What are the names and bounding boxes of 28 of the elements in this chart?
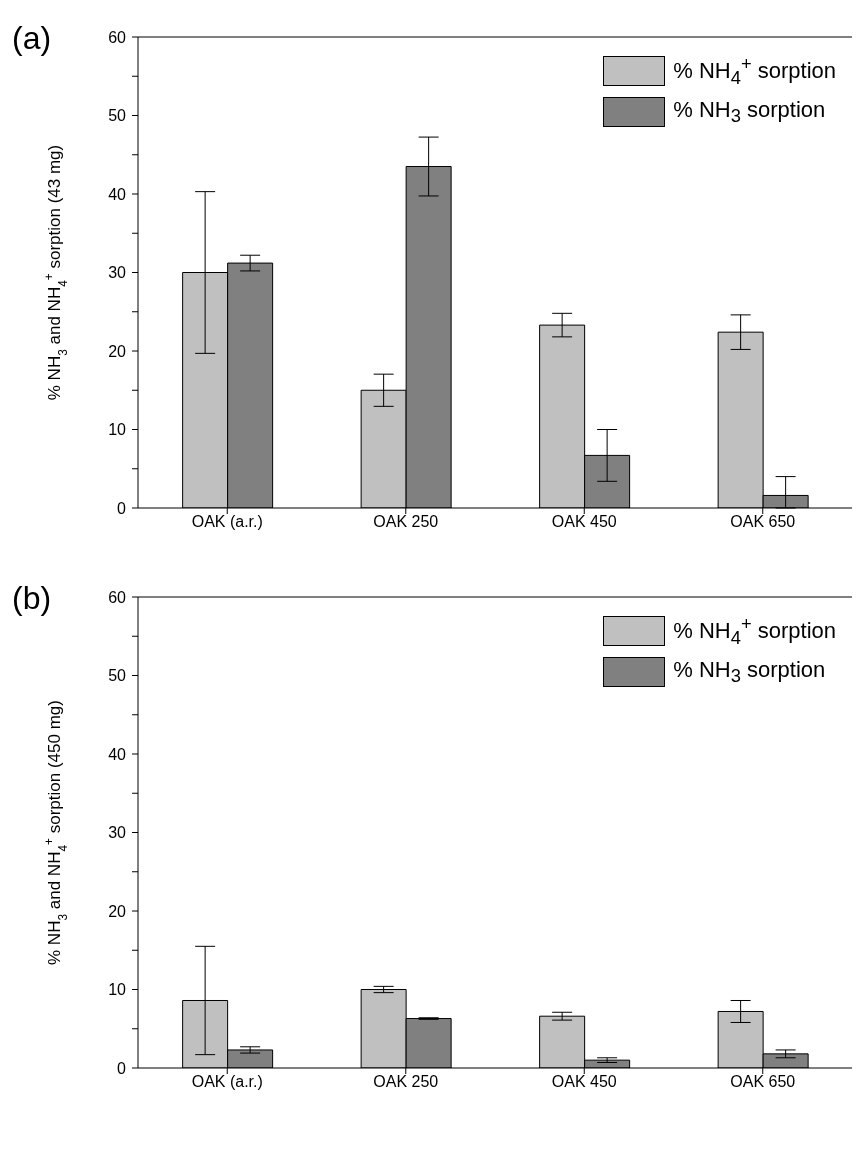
x-tick-label: OAK 250 [373, 513, 439, 531]
y-tick-label: 0 [117, 1059, 127, 1077]
y-tick-label: 40 [108, 745, 127, 763]
y-tick-label: 20 [108, 342, 127, 360]
y-tick-label: 10 [108, 421, 127, 439]
x-tick-label: OAK 450 [551, 513, 617, 531]
x-tick-label: OAK (a.r.) [191, 1073, 263, 1091]
legend-label: % NH$_{3}$ sorption [673, 656, 826, 688]
chart-title: (a) [12, 20, 52, 57]
y-tick-label: 30 [108, 264, 127, 282]
y-tick-label: 10 [108, 981, 127, 999]
x-tick-label: OAK 450 [551, 1073, 617, 1091]
y-tick-label: 60 [108, 588, 127, 606]
legend-label: % NH$_{4}$$^{+}$ sorption [673, 53, 836, 89]
legend-label: % NH$_{3}$ sorption [673, 96, 826, 128]
y-tick-label: 20 [108, 902, 127, 920]
y-tick-label: 50 [108, 107, 127, 125]
x-tick-label: OAK 650 [730, 513, 796, 531]
y-tick-label: 60 [108, 28, 127, 46]
legend-label: % NH$_{4}$$^{+}$ sorption [673, 613, 836, 649]
x-tick-label: OAK (a.r.) [191, 513, 263, 531]
y-tick-label: 30 [108, 824, 127, 842]
y-tick-label: 0 [117, 499, 127, 517]
y-tick-label: 40 [108, 185, 127, 203]
chart-title: (b) [12, 580, 52, 617]
x-tick-label: OAK 650 [730, 1073, 796, 1091]
y-tick-label: 50 [108, 667, 127, 685]
x-tick-label: OAK 250 [373, 1073, 439, 1091]
